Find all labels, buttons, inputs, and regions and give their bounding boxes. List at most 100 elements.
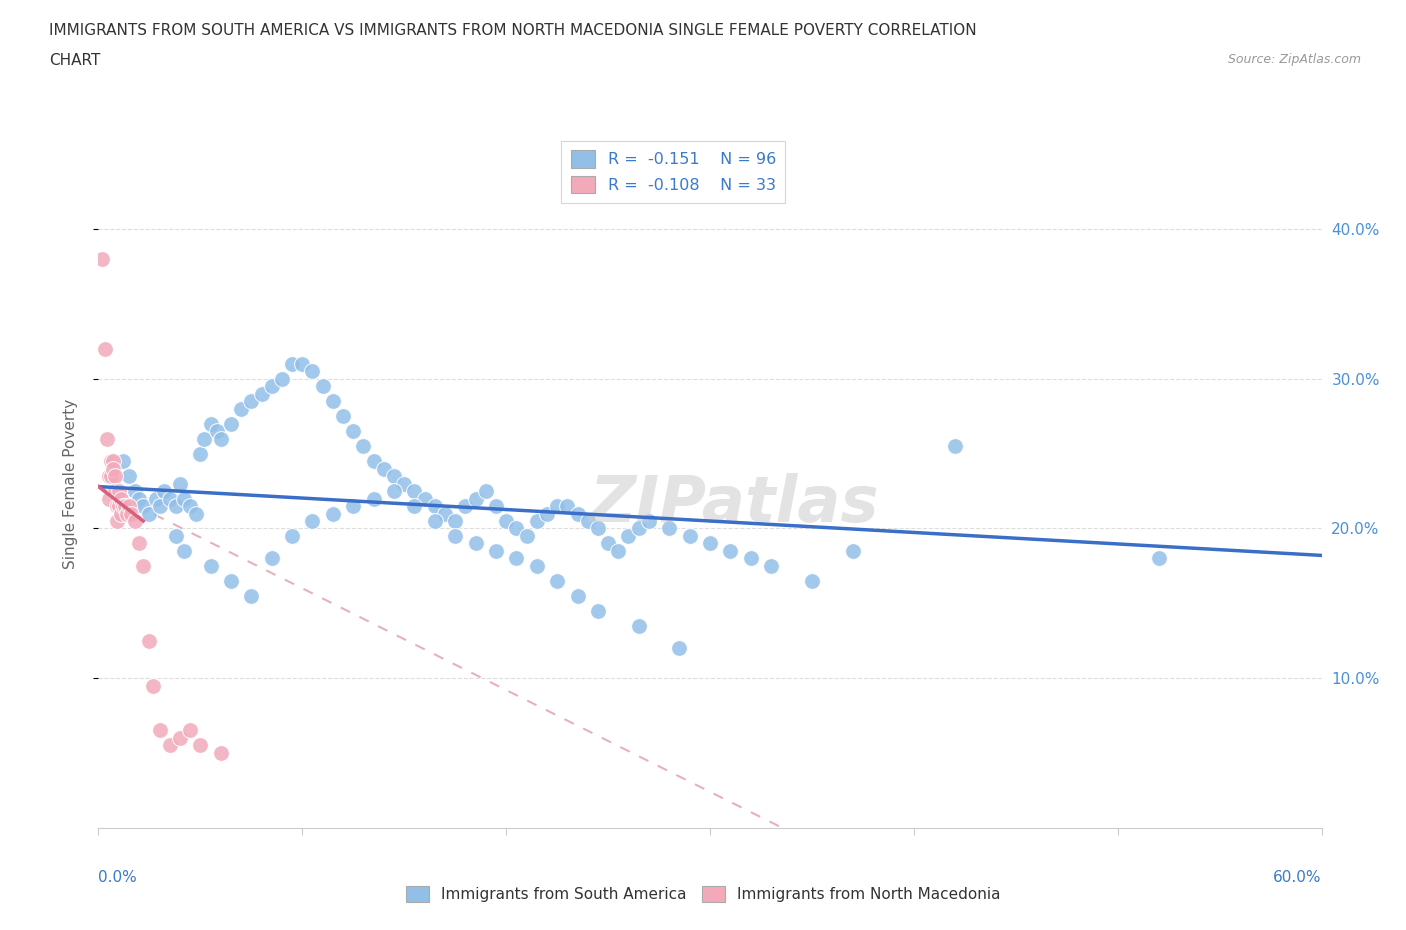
Point	[434, 506, 457, 521]
Point	[165, 498, 187, 513]
Point	[108, 498, 131, 513]
Point	[91, 252, 114, 267]
Point	[115, 506, 138, 521]
Point	[250, 386, 273, 401]
Point	[638, 513, 661, 528]
Point	[586, 521, 609, 536]
Point	[111, 454, 134, 469]
Point	[240, 589, 263, 604]
Point	[505, 551, 527, 565]
Point	[231, 402, 253, 417]
Point	[363, 491, 385, 506]
Point	[281, 528, 304, 543]
Point	[219, 574, 242, 589]
Point	[617, 528, 640, 543]
Point	[404, 484, 426, 498]
Point	[586, 604, 609, 618]
Point	[576, 513, 599, 528]
Point	[169, 476, 191, 491]
Point	[598, 536, 620, 551]
Point	[173, 491, 195, 506]
Point	[392, 476, 416, 491]
Point	[120, 506, 142, 521]
Point	[567, 506, 589, 521]
Point	[138, 633, 160, 648]
Point	[495, 513, 517, 528]
Point	[97, 469, 120, 484]
Point	[219, 417, 242, 432]
Point	[404, 498, 426, 513]
Point	[193, 432, 215, 446]
Legend: R =  -0.151    N = 96, R =  -0.108    N = 33: R = -0.151 N = 96, R = -0.108 N = 33	[561, 140, 786, 203]
Point	[96, 432, 118, 446]
Point	[149, 723, 172, 737]
Point	[444, 513, 467, 528]
Point	[322, 394, 344, 409]
Point	[740, 551, 762, 565]
Point	[301, 364, 323, 379]
Legend: Immigrants from South America, Immigrants from North Macedonia: Immigrants from South America, Immigrant…	[399, 880, 1007, 909]
Point	[110, 491, 132, 506]
Point	[173, 543, 195, 558]
Point	[627, 521, 650, 536]
Text: 60.0%: 60.0%	[1274, 870, 1322, 884]
Point	[138, 506, 160, 521]
Point	[186, 506, 208, 521]
Point	[124, 484, 146, 498]
Point	[322, 506, 344, 521]
Point	[142, 678, 165, 693]
Point	[546, 574, 568, 589]
Point	[536, 506, 558, 521]
Point	[101, 461, 124, 476]
Point	[627, 618, 650, 633]
Point	[382, 484, 405, 498]
Point	[200, 417, 222, 432]
Point	[291, 356, 314, 371]
Point	[105, 498, 128, 513]
Point	[101, 454, 124, 469]
Point	[526, 558, 548, 573]
Point	[464, 491, 486, 506]
Point	[546, 498, 568, 513]
Point	[423, 498, 446, 513]
Point	[93, 341, 115, 356]
Point	[342, 498, 364, 513]
Text: 0.0%: 0.0%	[98, 870, 138, 884]
Point	[97, 491, 120, 506]
Point	[607, 543, 630, 558]
Point	[132, 558, 155, 573]
Point	[152, 484, 174, 498]
Point	[444, 528, 467, 543]
Point	[240, 394, 263, 409]
Point	[1147, 551, 1170, 565]
Point	[485, 543, 508, 558]
Text: CHART: CHART	[49, 53, 101, 68]
Point	[105, 513, 128, 528]
Point	[761, 558, 783, 573]
Point	[679, 528, 702, 543]
Point	[454, 498, 477, 513]
Point	[801, 574, 824, 589]
Point	[260, 379, 283, 393]
Point	[159, 738, 181, 753]
Point	[270, 371, 294, 386]
Point	[169, 730, 191, 745]
Point	[165, 528, 187, 543]
Point	[567, 589, 589, 604]
Point	[124, 513, 146, 528]
Point	[108, 484, 131, 498]
Point	[111, 498, 134, 513]
Point	[209, 746, 232, 761]
Point	[720, 543, 742, 558]
Point	[188, 738, 212, 753]
Point	[505, 521, 527, 536]
Y-axis label: Single Female Poverty: Single Female Poverty	[63, 398, 77, 569]
Point	[413, 491, 436, 506]
Point	[159, 491, 181, 506]
Point	[423, 513, 446, 528]
Point	[118, 469, 141, 484]
Point	[699, 536, 721, 551]
Point	[373, 461, 395, 476]
Point	[943, 439, 966, 454]
Point	[188, 446, 212, 461]
